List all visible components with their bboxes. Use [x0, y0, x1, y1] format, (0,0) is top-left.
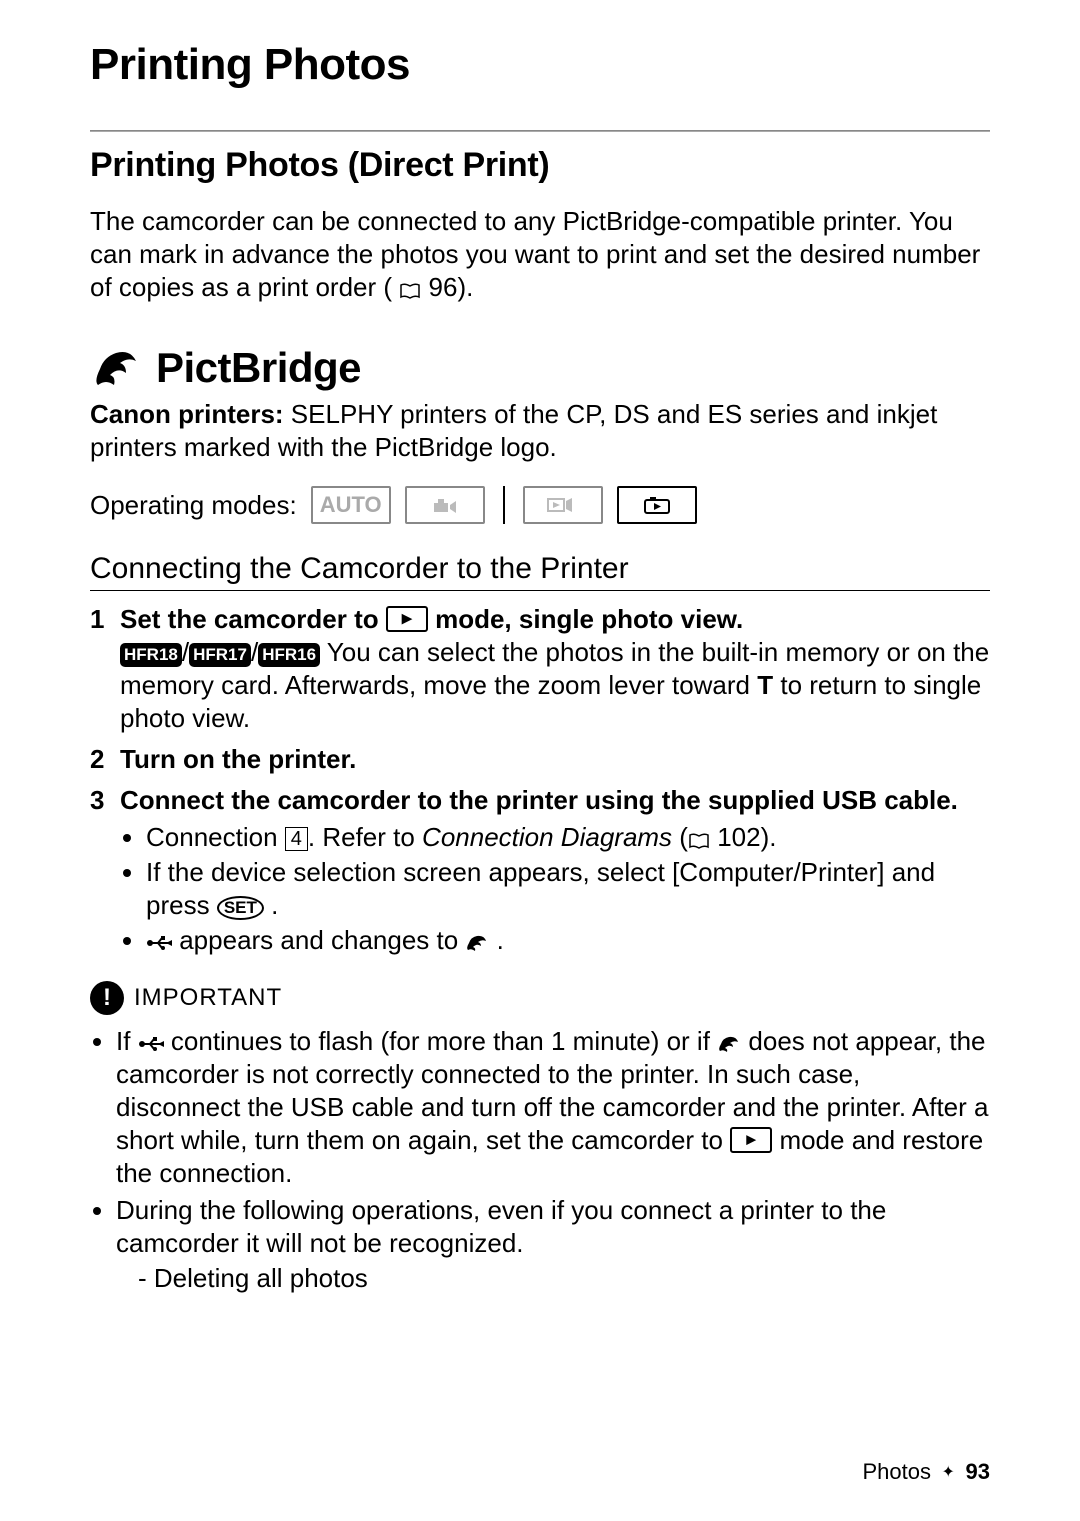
pictbridge-logo-row: PictBridge: [90, 344, 990, 392]
s3b3-b: .: [489, 925, 503, 955]
s3b2-b: .: [264, 890, 278, 920]
pictbridge-mark-icon: [90, 347, 144, 389]
mode-movie-play-icon: [523, 486, 603, 524]
intro-text-b: ).: [457, 272, 473, 302]
pictbridge-small-icon: [465, 934, 489, 952]
manual-ref-icon: [688, 833, 710, 849]
s3b1-page: 102: [717, 822, 760, 852]
step1-a: Set the camcorder to: [120, 604, 386, 634]
pictbridge-label: PictBridge: [156, 344, 361, 392]
operating-modes-row: Operating modes: AUTO: [90, 486, 990, 524]
imp1-b: continues to flash (for more than 1 minu…: [171, 1026, 717, 1056]
subheading-rule: [90, 590, 990, 591]
s3b1-c: (: [672, 822, 688, 852]
step-2-head: Turn on the printer.: [120, 744, 356, 774]
step-1-head: Set the camcorder to mode, single photo …: [120, 604, 743, 634]
operating-modes-label: Operating modes:: [90, 489, 297, 522]
important-label: IMPORTANT: [134, 984, 282, 1012]
model-badge: HFR17: [189, 643, 251, 667]
intro-page-num: 96: [429, 272, 458, 302]
intro-paragraph: The camcorder can be connected to any Pi…: [90, 205, 990, 304]
section-heading: Printing Photos (Direct Print): [90, 146, 990, 185]
photo-play-mode-icon: [730, 1127, 772, 1153]
footer-page-number: 93: [966, 1459, 990, 1484]
section-rule: [90, 130, 990, 132]
mode-photo-play-icon: [617, 486, 697, 524]
important-list: If continues to flash (for more than 1 m…: [90, 1025, 990, 1295]
important-icon: !: [90, 981, 124, 1015]
page-footer: Photos ✦ 93: [862, 1459, 990, 1485]
footer-diamond-icon: ✦: [937, 1464, 959, 1481]
step1-b: mode, single photo view.: [435, 604, 743, 634]
pictbridge-small-icon: [717, 1035, 741, 1053]
manual-ref-icon: [399, 283, 421, 299]
step-3: Connect the camcorder to the printer usi…: [90, 784, 990, 957]
model-badge: HFR16: [258, 643, 320, 667]
s3b1-b: . Refer to: [308, 822, 422, 852]
step-3-head: Connect the camcorder to the printer usi…: [120, 785, 958, 815]
step-1: Set the camcorder to mode, single photo …: [90, 603, 990, 735]
important-2: During the following operations, even if…: [116, 1194, 990, 1295]
subheading: Connecting the Camcorder to the Printer: [90, 552, 990, 586]
important-2-sublist: Deleting all photos: [116, 1262, 990, 1295]
step3-bullet-2: If the device selection screen appears, …: [146, 856, 990, 922]
s3b3-a: appears and changes to: [172, 925, 465, 955]
step3-bullet-1: Connection 4. Refer to Connection Diagra…: [146, 821, 990, 854]
photo-play-mode-icon: [386, 606, 428, 632]
step3-bullet-3: appears and changes to .: [146, 924, 990, 957]
steps-list: Set the camcorder to mode, single photo …: [90, 603, 990, 957]
step-2: Turn on the printer.: [90, 743, 990, 776]
important-1: If continues to flash (for more than 1 m…: [116, 1025, 990, 1190]
step-3-bullets: Connection 4. Refer to Connection Diagra…: [120, 821, 990, 957]
model-badge: HFR18: [120, 643, 182, 667]
imp2-dash-1: Deleting all photos: [138, 1262, 990, 1295]
usb-icon: [138, 1035, 164, 1053]
mode-auto-icon: AUTO: [311, 486, 391, 524]
intro-text-a: The camcorder can be connected to any Pi…: [90, 206, 980, 302]
imp2-text: During the following operations, even if…: [116, 1195, 886, 1258]
connection-number: 4: [285, 827, 308, 851]
page-title: Printing Photos: [90, 40, 990, 90]
s3b1-d: ).: [761, 822, 777, 852]
mode-record-icon: [405, 486, 485, 524]
footer-section: Photos: [862, 1459, 931, 1484]
s3b1-a: Connection: [146, 822, 285, 852]
zoom-t: T: [757, 670, 773, 700]
canon-printers-note: Canon printers: SELPHY printers of the C…: [90, 398, 990, 464]
set-button-icon: SET: [217, 896, 264, 920]
s3b1-em: Connection Diagrams: [422, 822, 672, 852]
imp1-a: If: [116, 1026, 138, 1056]
mode-separator: [503, 486, 505, 524]
important-heading-row: ! IMPORTANT: [90, 981, 990, 1015]
usb-icon: [146, 934, 172, 952]
canon-bold: Canon printers:: [90, 399, 284, 429]
